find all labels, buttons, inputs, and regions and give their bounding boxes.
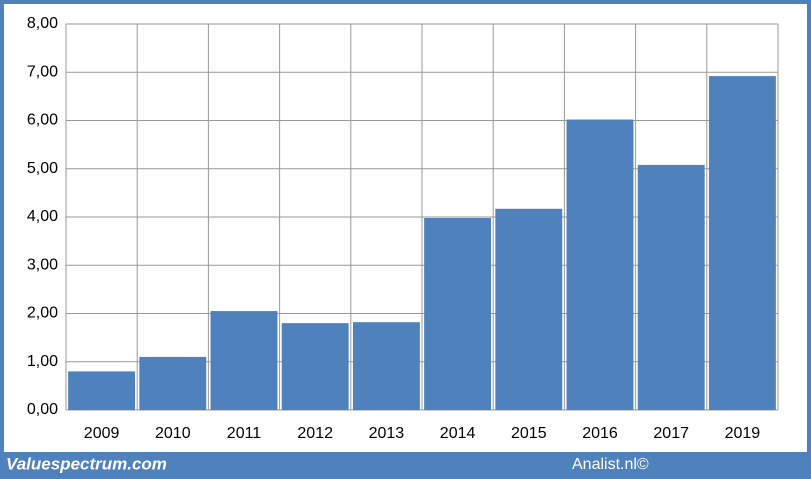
y-tick-label: 8,00 xyxy=(27,15,58,32)
x-tick-label: 2015 xyxy=(511,425,547,442)
bar xyxy=(68,371,136,410)
y-tick-label: 0,00 xyxy=(27,401,58,418)
bar xyxy=(495,208,563,410)
x-tick-label: 2014 xyxy=(440,425,476,442)
y-tick-label: 7,00 xyxy=(27,63,58,80)
y-tick-label: 3,00 xyxy=(27,256,58,273)
x-tick-label: 2012 xyxy=(297,425,333,442)
x-tick-label: 2017 xyxy=(653,425,689,442)
y-tick-label: 1,00 xyxy=(27,353,58,370)
x-tick-label: 2013 xyxy=(369,425,405,442)
x-tick-label: 2016 xyxy=(582,425,618,442)
y-tick-label: 5,00 xyxy=(27,160,58,177)
x-tick-label: 2009 xyxy=(84,425,120,442)
y-tick-label: 4,00 xyxy=(27,208,58,225)
x-tick-label: 2010 xyxy=(155,425,191,442)
bar xyxy=(210,311,278,410)
y-tick-label: 6,00 xyxy=(27,112,58,129)
footer-right: Analist.nl© xyxy=(572,456,649,473)
x-tick-label: 2019 xyxy=(725,425,761,442)
bar xyxy=(637,164,705,410)
bar xyxy=(566,119,634,410)
bar xyxy=(708,76,776,411)
bar xyxy=(424,217,492,410)
bar xyxy=(281,323,349,410)
bar xyxy=(139,356,207,410)
bar xyxy=(352,322,420,410)
x-tick-label: 2011 xyxy=(227,425,262,442)
y-tick-label: 2,00 xyxy=(27,305,58,322)
footer-left: Valuespectrum.com xyxy=(6,454,167,473)
